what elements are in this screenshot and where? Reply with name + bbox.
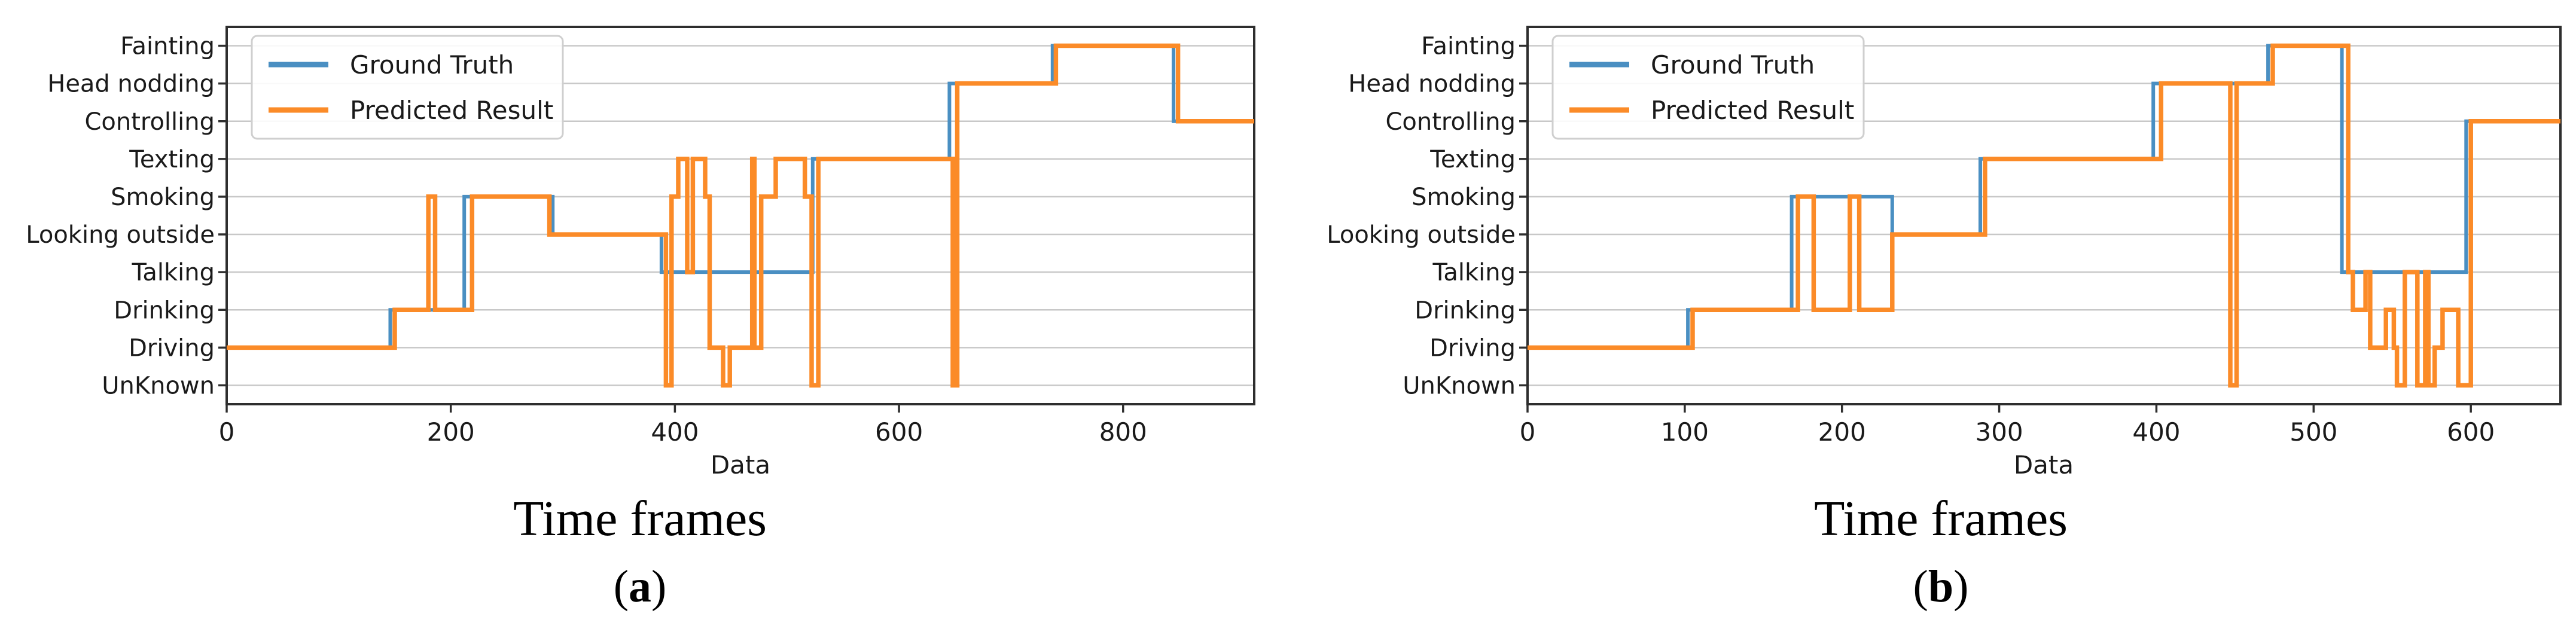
x-tick-label: 200 [1818, 417, 1866, 447]
predicted-result-line [227, 43, 1254, 388]
y-tick-label: Talking [1432, 259, 1516, 286]
y-tick-label: Texting [1429, 146, 1516, 173]
legend: Ground Truth Predicted Result [251, 35, 564, 140]
legend-box [1551, 35, 1865, 140]
y-tick-label: Driving [129, 334, 215, 362]
figure-panel-a: UnKnown Driving Drinking Talking Looking out… [26, 26, 1255, 612]
chart-b-axes: UnKnown Driving Drinking Talking Looking out… [1327, 26, 2562, 447]
chart-b: UnKnown Driving Drinking Talking Looking out… [1327, 26, 2562, 612]
x-tick-label: 800 [1099, 417, 1147, 447]
y-tick-label: Texting [129, 146, 215, 173]
plot-border [1526, 26, 2562, 405]
y-tick-label: UnKnown [1403, 372, 1516, 399]
chart-a-axes: UnKnown Driving Drinking Talking Looking out… [26, 26, 1255, 447]
legend-label-predicted: Predicted Result [1651, 96, 1854, 125]
x-tick-label: 500 [2290, 417, 2337, 447]
legend-box [251, 35, 564, 140]
x-tick-label: 400 [2132, 417, 2180, 447]
x-tick-label: 200 [427, 417, 475, 447]
y-tick-label: Head nodding [47, 71, 215, 98]
y-tick-label: Looking outside [1327, 221, 1516, 249]
panel-sublabel: (b) [1913, 561, 1969, 612]
y-tick-label: Head nodding [1348, 71, 1516, 98]
y-tick-label: Controlling [84, 108, 215, 136]
panel-sublabel: (a) [614, 561, 667, 612]
y-tick-label: Driving [1429, 334, 1516, 362]
y-tick-label: UnKnown [102, 372, 215, 399]
panel-caption: Time frames [513, 491, 767, 546]
y-tick-label: Smoking [1412, 184, 1516, 211]
legend: Ground Truth Predicted Result [1551, 35, 1865, 140]
y-tick-label: Fainting [1421, 33, 1516, 60]
y-tick-label: Smoking [111, 184, 215, 211]
x-tick-label: 300 [1975, 417, 2023, 447]
y-tick-label: Fainting [120, 33, 215, 60]
legend-label-predicted: Predicted Result [350, 96, 553, 125]
legend-label-ground-truth: Ground Truth [1651, 50, 1815, 80]
figure-panel-b: UnKnown Driving Drinking Talking Looking out… [1288, 0, 2576, 629]
x-axis-title: Data [2014, 450, 2074, 480]
chart-a: UnKnown Driving Drinking Talking Looking out… [26, 26, 1255, 612]
y-tick-label: Talking [132, 259, 215, 286]
y-tick-label: Controlling [1385, 108, 1516, 136]
y-tick-label: Looking outside [26, 221, 215, 249]
panel-caption: Time frames [1814, 491, 2068, 546]
x-tick-label: 600 [875, 417, 923, 447]
predicted-result-line [1528, 43, 2560, 388]
x-tick-label: 100 [1661, 417, 1709, 447]
x-tick-label: 0 [219, 417, 235, 447]
x-tick-label: 0 [1520, 417, 1536, 447]
x-axis-title: Data [711, 450, 770, 480]
plot-border [225, 26, 1255, 405]
legend-label-ground-truth: Ground Truth [350, 50, 514, 80]
y-tick-label: Drinking [114, 297, 215, 324]
x-tick-label: 400 [651, 417, 699, 447]
x-tick-label: 600 [2447, 417, 2495, 447]
y-tick-label: Drinking [1414, 297, 1516, 324]
